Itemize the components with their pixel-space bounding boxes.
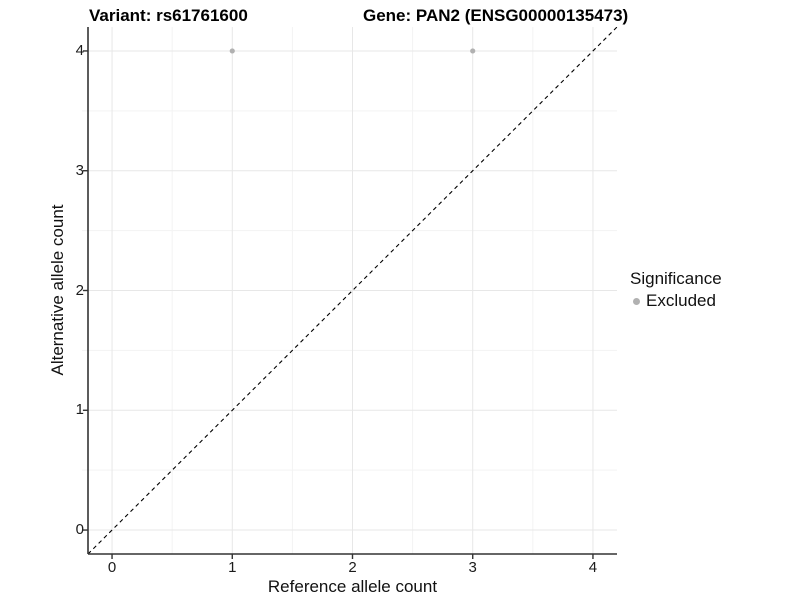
y-tick-label: 3	[75, 161, 84, 179]
data-point	[470, 48, 476, 54]
legend-title: Significance	[630, 269, 722, 288]
y-tick-label: 2	[75, 281, 84, 299]
x-tick-label: 1	[228, 559, 237, 576]
x-tick-label: 4	[588, 559, 598, 576]
data-point	[229, 48, 235, 54]
y-tick-label: 4	[75, 41, 84, 59]
x-axis-title: Reference allele count	[267, 577, 438, 596]
legend: Significance Excluded	[630, 269, 722, 311]
y-tick-label: 0	[75, 521, 84, 539]
legend-item-label: Excluded	[646, 291, 716, 310]
x-tick-label: 0	[107, 559, 117, 576]
x-tick-label: 3	[468, 559, 477, 576]
legend-item-excluded: Excluded	[633, 291, 722, 311]
y-tick-label: 1	[75, 401, 84, 419]
plot-panel	[82, 27, 618, 559]
variant-title: Variant: rs61761600	[89, 6, 248, 25]
gene-title: Gene: PAN2 (ENSG00000135473)	[363, 6, 629, 25]
x-tick-label: 2	[348, 559, 357, 576]
legend-point-icon	[633, 297, 640, 305]
